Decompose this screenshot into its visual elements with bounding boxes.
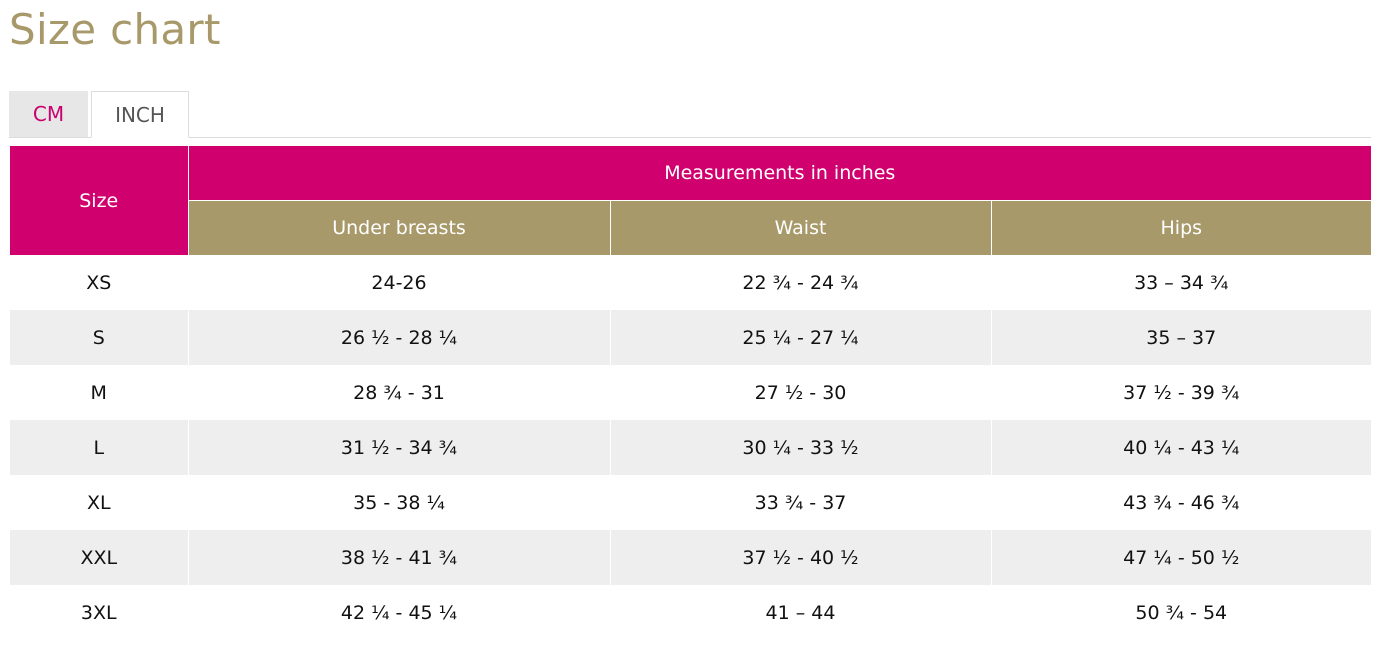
under-breasts-cell: 38 ½ - 41 ¾ [188, 530, 611, 585]
waist-cell: 33 ¾ - 37 [610, 475, 992, 530]
tab-inch[interactable]: INCH [91, 91, 189, 138]
size-column-header: Size [10, 146, 189, 255]
hips-column-header: Hips [991, 200, 1372, 255]
under-breasts-cell: 26 ½ - 28 ¼ [188, 310, 611, 365]
under-breasts-column-header: Under breasts [188, 200, 611, 255]
waist-cell: 27 ½ - 30 [610, 365, 992, 420]
under-breasts-cell: 24-26 [188, 255, 611, 310]
waist-cell: 30 ¼ - 33 ½ [610, 420, 992, 475]
size-cell: XL [10, 475, 189, 530]
table-row: XS 24-26 22 ¾ - 24 ¾ 33 – 34 ¾ [10, 255, 1372, 310]
page-title: Size chart [9, 5, 221, 54]
size-cell: S [10, 310, 189, 365]
table-row: S 26 ½ - 28 ¼ 25 ¼ - 27 ¼ 35 – 37 [10, 310, 1372, 365]
tab-cm[interactable]: CM [9, 91, 88, 137]
waist-cell: 22 ¾ - 24 ¾ [610, 255, 992, 310]
table-row: XXL 38 ½ - 41 ¾ 37 ½ - 40 ½ 47 ¼ - 50 ½ [10, 530, 1372, 585]
waist-cell: 41 – 44 [610, 585, 992, 640]
size-cell: 3XL [10, 585, 189, 640]
size-cell: XXL [10, 530, 189, 585]
under-breasts-cell: 31 ½ - 34 ¾ [188, 420, 611, 475]
size-chart-table: Size Measurements in inches Under breast… [10, 146, 1372, 640]
hips-cell: 40 ¼ - 43 ¼ [991, 420, 1372, 475]
under-breasts-cell: 35 - 38 ¼ [188, 475, 611, 530]
hips-cell: 50 ¾ - 54 [991, 585, 1372, 640]
size-cell: L [10, 420, 189, 475]
waist-column-header: Waist [610, 200, 992, 255]
table-row: 3XL 42 ¼ - 45 ¼ 41 – 44 50 ¾ - 54 [10, 585, 1372, 640]
under-breasts-cell: 28 ¾ - 31 [188, 365, 611, 420]
hips-cell: 47 ¼ - 50 ½ [991, 530, 1372, 585]
hips-cell: 43 ¾ - 46 ¾ [991, 475, 1372, 530]
size-cell: XS [10, 255, 189, 310]
table-row: M 28 ¾ - 31 27 ½ - 30 37 ½ - 39 ¾ [10, 365, 1372, 420]
table-row: XL 35 - 38 ¼ 33 ¾ - 37 43 ¾ - 46 ¾ [10, 475, 1372, 530]
hips-cell: 37 ½ - 39 ¾ [991, 365, 1372, 420]
hips-cell: 35 – 37 [991, 310, 1372, 365]
table-row: L 31 ½ - 34 ¾ 30 ¼ - 33 ½ 40 ¼ - 43 ¼ [10, 420, 1372, 475]
unit-tabs: CM INCH [9, 91, 1371, 138]
hips-cell: 33 – 34 ¾ [991, 255, 1372, 310]
under-breasts-cell: 42 ¼ - 45 ¼ [188, 585, 611, 640]
waist-cell: 37 ½ - 40 ½ [610, 530, 992, 585]
measurements-group-header: Measurements in inches [188, 146, 1372, 201]
size-cell: M [10, 365, 189, 420]
waist-cell: 25 ¼ - 27 ¼ [610, 310, 992, 365]
